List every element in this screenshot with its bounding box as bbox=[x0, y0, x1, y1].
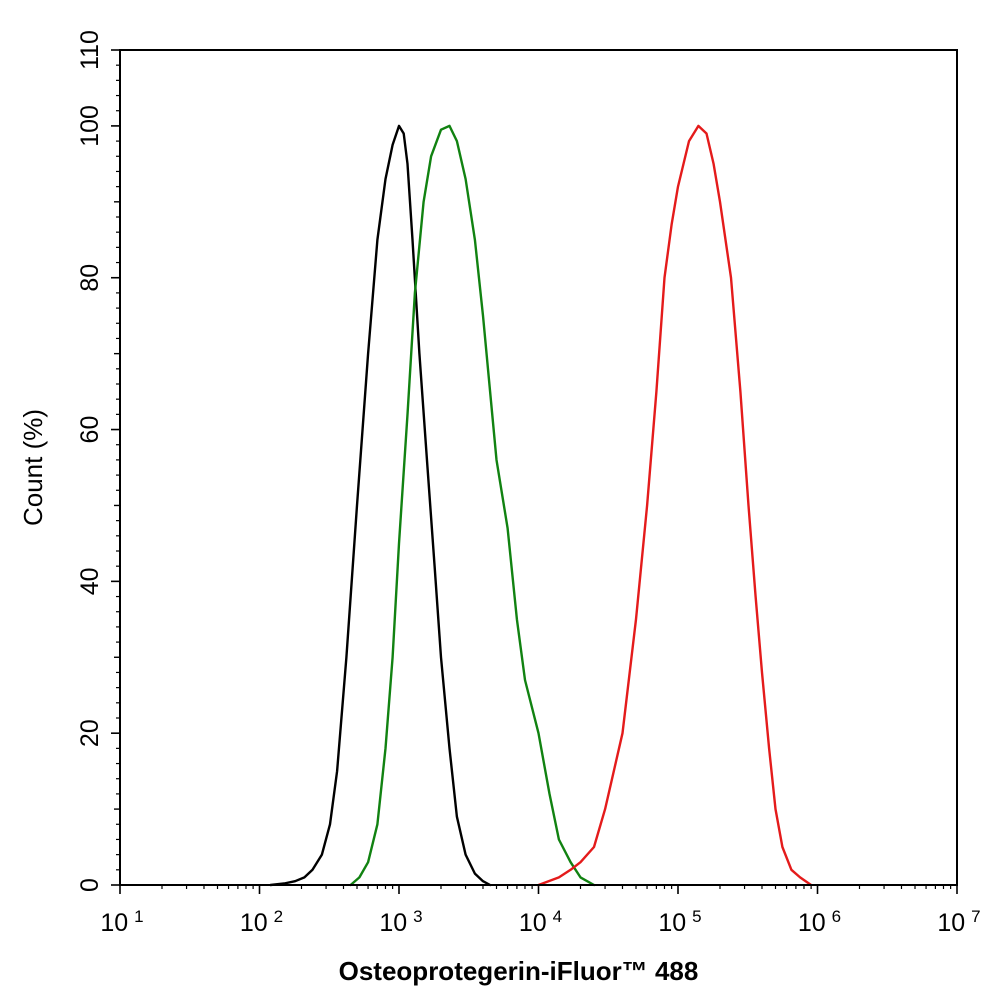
x-tick-label: 10 1 bbox=[100, 907, 143, 937]
x-tick-labels: 10 1 10 2 10 3 10 4 10 5 10 6 10 7 bbox=[100, 907, 980, 937]
x-tick-label: 10 5 bbox=[658, 907, 701, 937]
x-tick-label: 10 7 bbox=[937, 907, 980, 937]
x-tick-label: 10 4 bbox=[519, 907, 562, 937]
x-tick-label: 10 6 bbox=[798, 907, 841, 937]
series-group bbox=[269, 124, 813, 887]
y-tick-label: 110 bbox=[76, 30, 104, 70]
y-tick-label: 20 bbox=[76, 719, 104, 747]
x-axis-title: Osteoprotegerin-iFluor™ 488 bbox=[339, 956, 699, 986]
y-tick-label: 0 bbox=[76, 878, 104, 892]
series-line-1 bbox=[269, 124, 492, 887]
major-ticks bbox=[111, 49, 958, 894]
y-tick-labels: 0 20 40 60 80 100 110 bbox=[76, 30, 104, 892]
series-line-2 bbox=[349, 124, 596, 887]
x-tick-label: 10 3 bbox=[379, 907, 422, 937]
x-tick-label: 10 2 bbox=[240, 907, 283, 937]
y-tick-label: 100 bbox=[76, 105, 104, 147]
minor-ticks bbox=[116, 64, 952, 889]
y-tick-label: 40 bbox=[76, 567, 104, 595]
y-axis-title: Count (%) bbox=[18, 409, 48, 526]
y-tick-label: 80 bbox=[76, 264, 104, 292]
y-tick-label: 60 bbox=[76, 416, 104, 444]
plot-frame bbox=[119, 49, 958, 886]
series-line-3 bbox=[537, 124, 813, 887]
